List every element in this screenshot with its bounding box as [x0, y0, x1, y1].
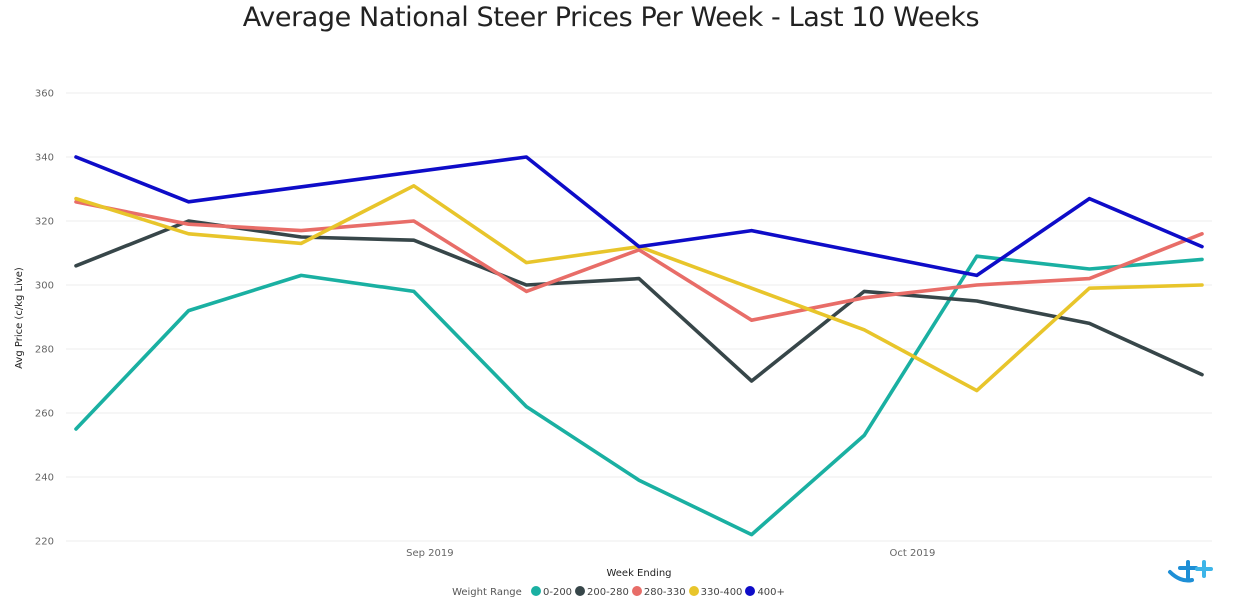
- legend-item[interactable]: 0-200: [530, 586, 573, 598]
- y-tick-label: 360: [35, 89, 54, 100]
- y-tick-label: 340: [35, 153, 54, 164]
- legend-label: 400+: [757, 587, 785, 598]
- legend-item[interactable]: 200-280: [575, 586, 629, 598]
- series-line-400+: [74, 155, 1204, 278]
- legend-dot-icon: [745, 586, 756, 596]
- series-line-0-200: [74, 254, 1204, 537]
- series-line-280-330: [74, 200, 1204, 322]
- legend-item[interactable]: 330-400: [688, 586, 743, 598]
- x-tick-label: Oct 2019: [889, 548, 935, 559]
- gridlines: [66, 92, 1212, 542]
- legend-dot-icon: [575, 586, 586, 596]
- legend-title: Weight Range: [452, 587, 522, 598]
- legend-label: 0-200: [542, 587, 573, 598]
- legend-dot-icon: [530, 586, 541, 596]
- y-tick-label: 240: [35, 473, 54, 484]
- legend-label: 200-280: [587, 587, 629, 598]
- legend-item[interactable]: 280-330: [631, 586, 686, 598]
- y-tick-label: 280: [35, 345, 54, 356]
- chart-title: Average National Steer Prices Per Week -…: [242, 2, 980, 33]
- legend-label: 330-400: [700, 587, 743, 598]
- legend-dot-icon: [688, 586, 699, 596]
- brand-logo-icon: [1168, 560, 1213, 583]
- series-lines: [74, 155, 1204, 537]
- y-axis-label: Avg Price (c/kg Live): [14, 267, 25, 369]
- y-tick-label: 220: [35, 537, 54, 548]
- series-line-330-400: [74, 184, 1204, 393]
- x-tick-label: Sep 2019: [406, 548, 453, 559]
- x-axis-label: Week Ending: [606, 568, 671, 579]
- x-axis-ticks: Sep 2019 Oct 2019: [406, 548, 935, 559]
- legend-items: 0-200 200-280 280-330 330-400 400+: [530, 586, 788, 598]
- y-axis-ticks: 220 240 260 280 300 320 340 360: [35, 89, 54, 548]
- legend-dot-icon: [631, 586, 642, 596]
- legend: Weight Range 0-200 200-280 280-330 330-400 4…: [0, 586, 1240, 598]
- legend-item[interactable]: 400+: [745, 586, 785, 598]
- y-tick-label: 320: [35, 217, 54, 228]
- y-tick-label: 260: [35, 409, 54, 420]
- y-tick-label: 300: [35, 281, 54, 292]
- legend-label: 280-330: [643, 587, 686, 598]
- line-chart: 220 240 260 280 300 320 340 360 Sep 2019 Oct 201…: [14, 89, 1212, 579]
- series-line-200-280: [74, 219, 1204, 383]
